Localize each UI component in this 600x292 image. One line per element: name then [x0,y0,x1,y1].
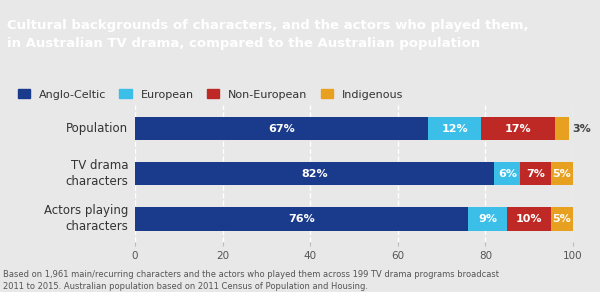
Bar [428,117,481,140]
Bar [508,207,551,231]
Bar [556,117,569,140]
Bar [135,207,468,231]
Bar [135,117,428,140]
Text: 3%: 3% [572,124,591,134]
Bar [481,117,556,140]
Text: Cultural backgrounds of characters, and the actors who played them,
in Australia: Cultural backgrounds of characters, and … [7,19,529,50]
Bar [494,162,520,185]
Bar [520,162,551,185]
Text: 5%: 5% [553,169,571,179]
Bar [468,207,508,231]
Bar [551,207,573,231]
Text: 9%: 9% [478,214,497,224]
Text: 10%: 10% [516,214,542,224]
Text: 5%: 5% [553,214,571,224]
Bar [551,162,573,185]
Legend: Anglo-Celtic, European, Non-European, Indigenous: Anglo-Celtic, European, Non-European, In… [17,89,403,100]
Text: 76%: 76% [288,214,315,224]
Bar [135,162,494,185]
Text: Based on 1,961 main/recurring characters and the actors who played them across 1: Based on 1,961 main/recurring characters… [3,270,499,291]
Text: 6%: 6% [498,169,517,179]
Text: 82%: 82% [301,169,328,179]
Text: 7%: 7% [526,169,545,179]
Text: 67%: 67% [268,124,295,134]
Text: 17%: 17% [505,124,532,134]
Text: 12%: 12% [442,124,468,134]
